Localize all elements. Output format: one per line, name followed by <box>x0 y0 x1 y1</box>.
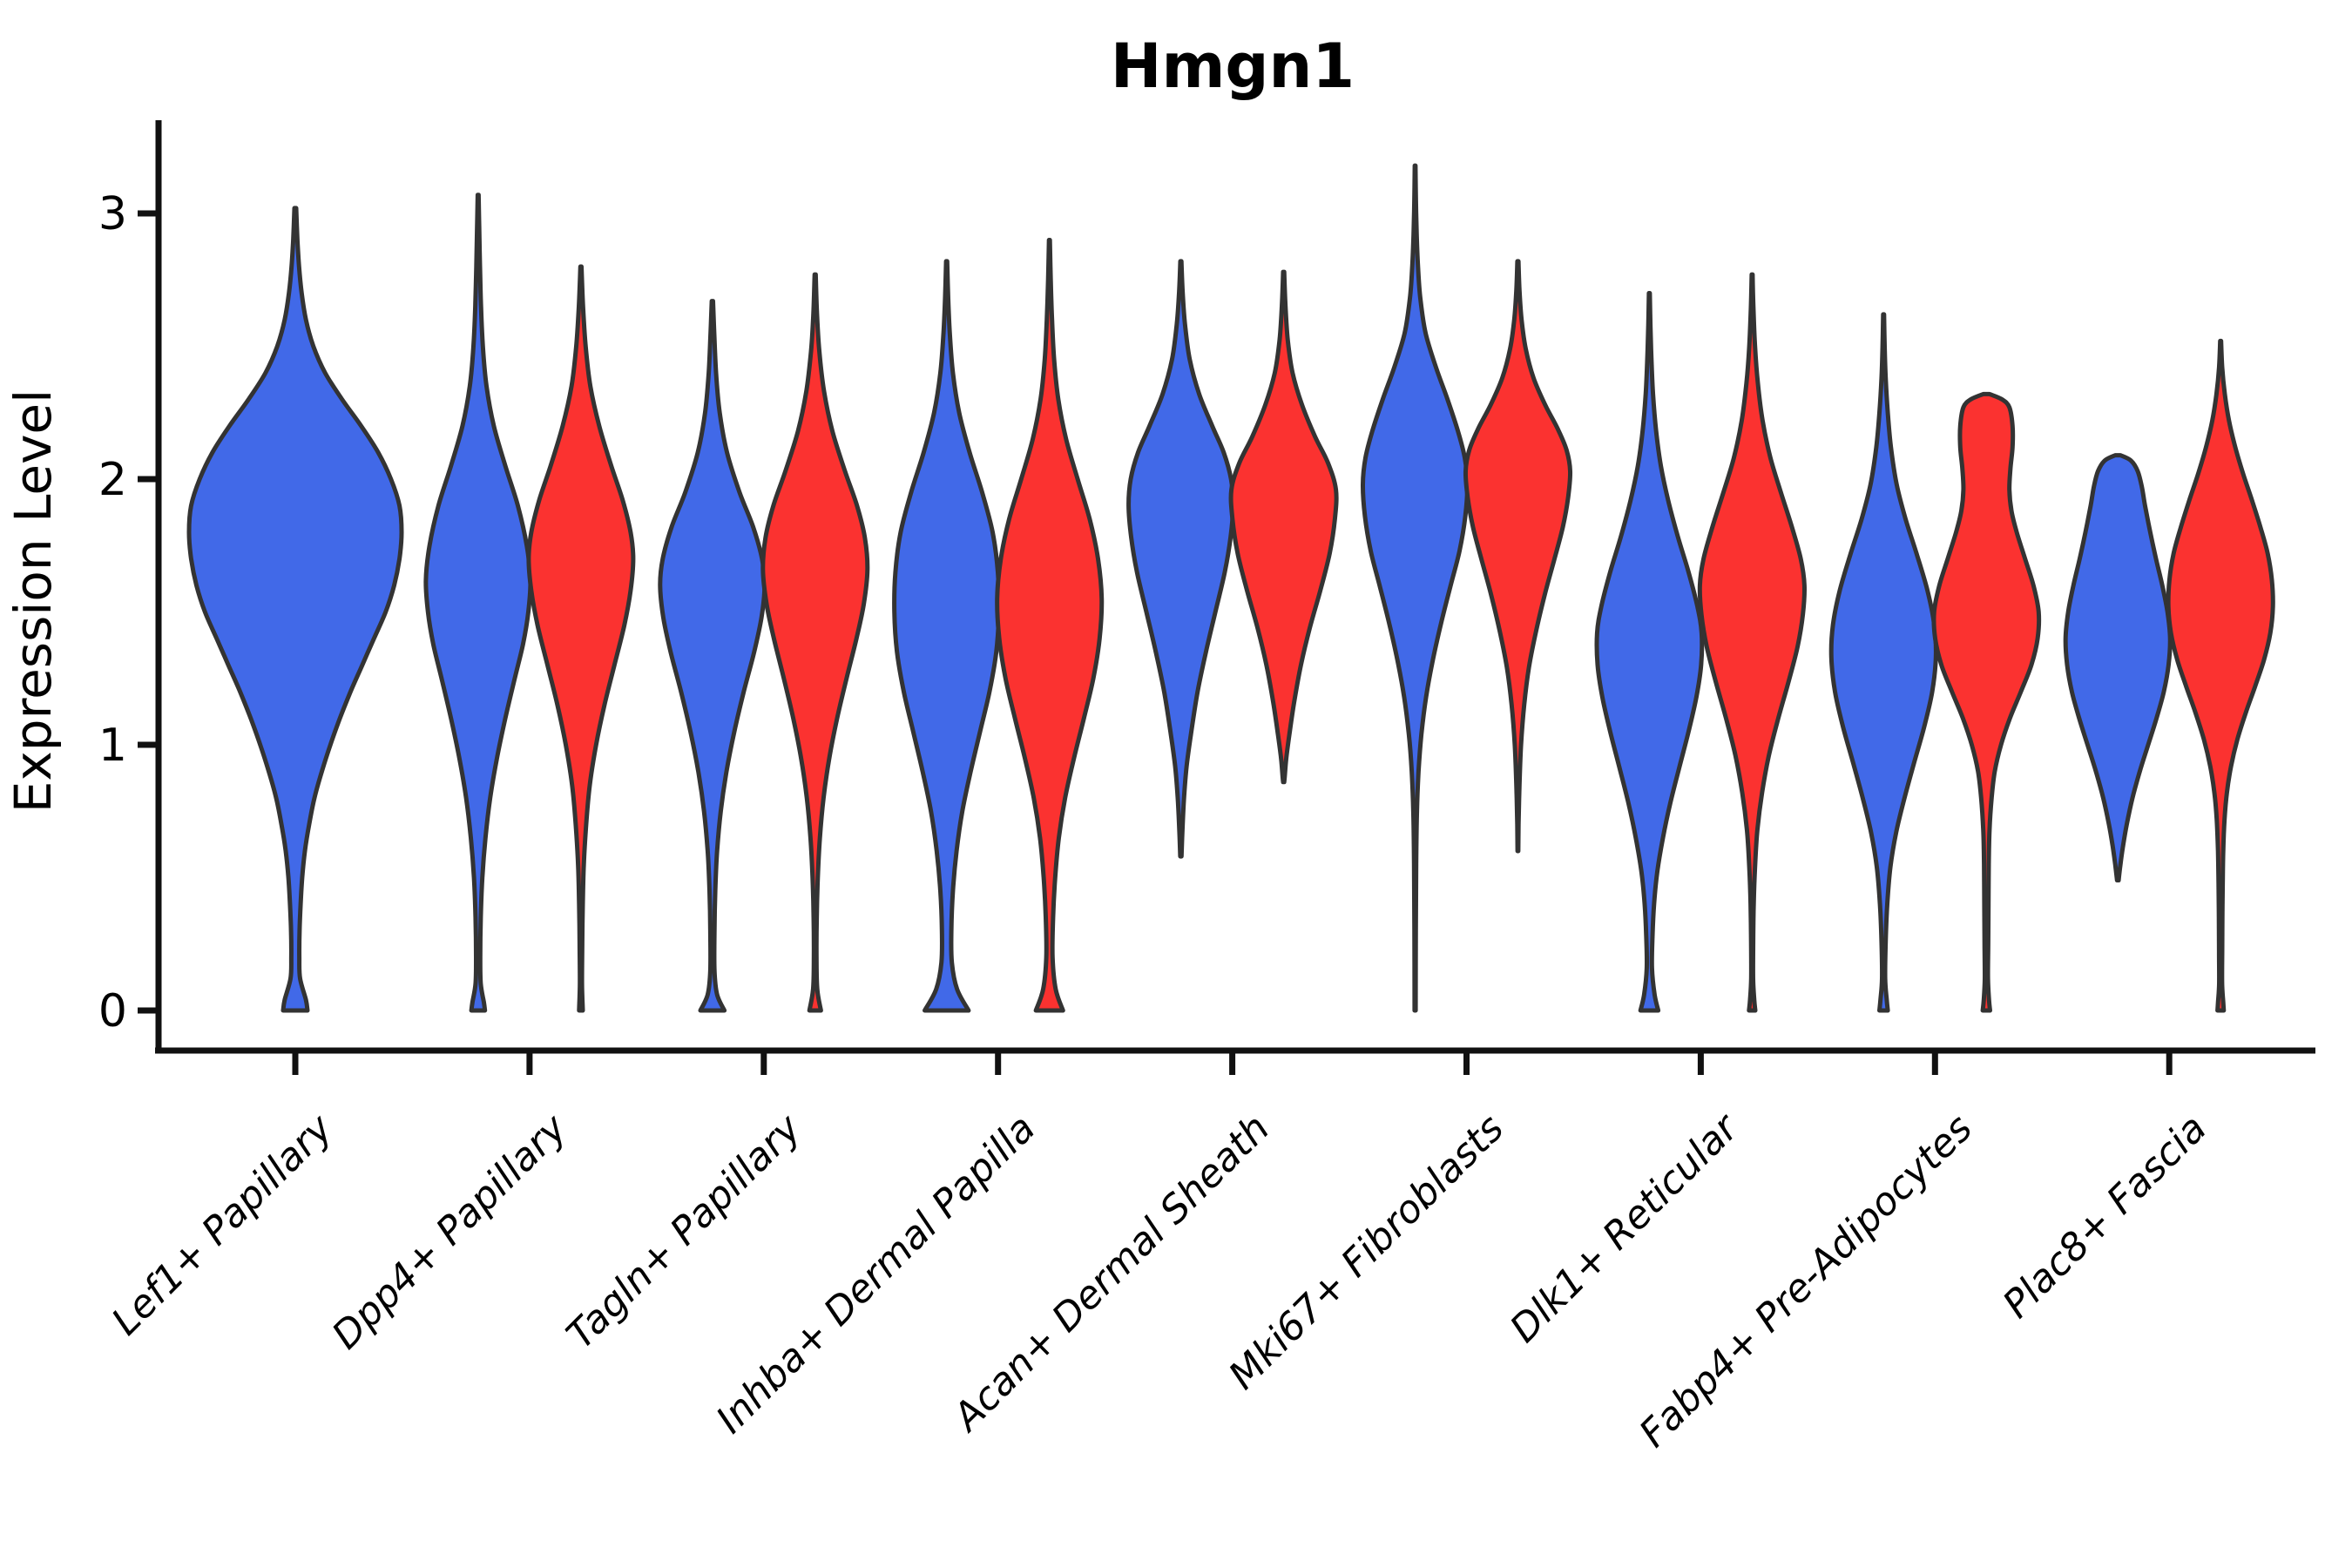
violin-inhba-dermal-papilla-blue <box>892 259 1002 1013</box>
x-tick-label: Tagln+ Papillary <box>558 1105 810 1357</box>
x-tick-label: Lef1+ Papillary <box>104 1105 342 1344</box>
y-tick-label: 0 <box>98 985 127 1037</box>
violin-mki67-fibroblasts-blue <box>1360 163 1470 1013</box>
y-tick-label: 3 <box>98 188 127 240</box>
violin-acan-dermal-sheath-blue <box>1126 259 1236 859</box>
violin-plac8-fascia-red <box>2166 338 2275 1013</box>
x-ticks-group <box>292 1053 2173 1075</box>
y-tick-label: 1 <box>98 720 127 772</box>
violin-dlk1-reticular-red <box>1697 272 1807 1013</box>
y-tick-label: 2 <box>98 454 127 506</box>
violin-lef1-papillary-blue <box>186 206 404 1013</box>
y-ticks-group <box>138 210 156 1014</box>
violin-dlk1-reticular-blue <box>1594 291 1705 1013</box>
violin-fabp4-pre-adipocytes-blue <box>1828 312 1938 1013</box>
violins-group <box>186 163 2275 1013</box>
violin-dpp4-papillary-red <box>526 264 636 1013</box>
x-tick-label: Dpp4+ Papillary <box>324 1105 577 1358</box>
chart-title: Hmgn1 <box>1111 30 1355 102</box>
x-tick-label: Dlk1+ Reticular <box>1502 1105 1748 1351</box>
violin-dpp4-papillary-blue <box>423 193 533 1013</box>
violin-plac8-fascia-blue <box>2063 453 2173 882</box>
violin-acan-dermal-sheath-red <box>1228 269 1339 785</box>
violin-tagln-papillary-blue <box>658 299 767 1013</box>
violin-fabp4-pre-adipocytes-red <box>1931 391 2042 1013</box>
y-axis-label: Expression Level <box>3 389 63 813</box>
violin-tagln-papillary-red <box>760 272 870 1013</box>
violin-mki67-fibroblasts-red <box>1463 259 1573 854</box>
x-tick-label: Plac8+ Fascia <box>1995 1106 2215 1327</box>
y-tick-labels-group: 0 1 2 3 <box>98 188 127 1037</box>
axes-spines <box>155 120 2315 1054</box>
violin-inhba-dermal-papilla-red <box>995 238 1105 1013</box>
